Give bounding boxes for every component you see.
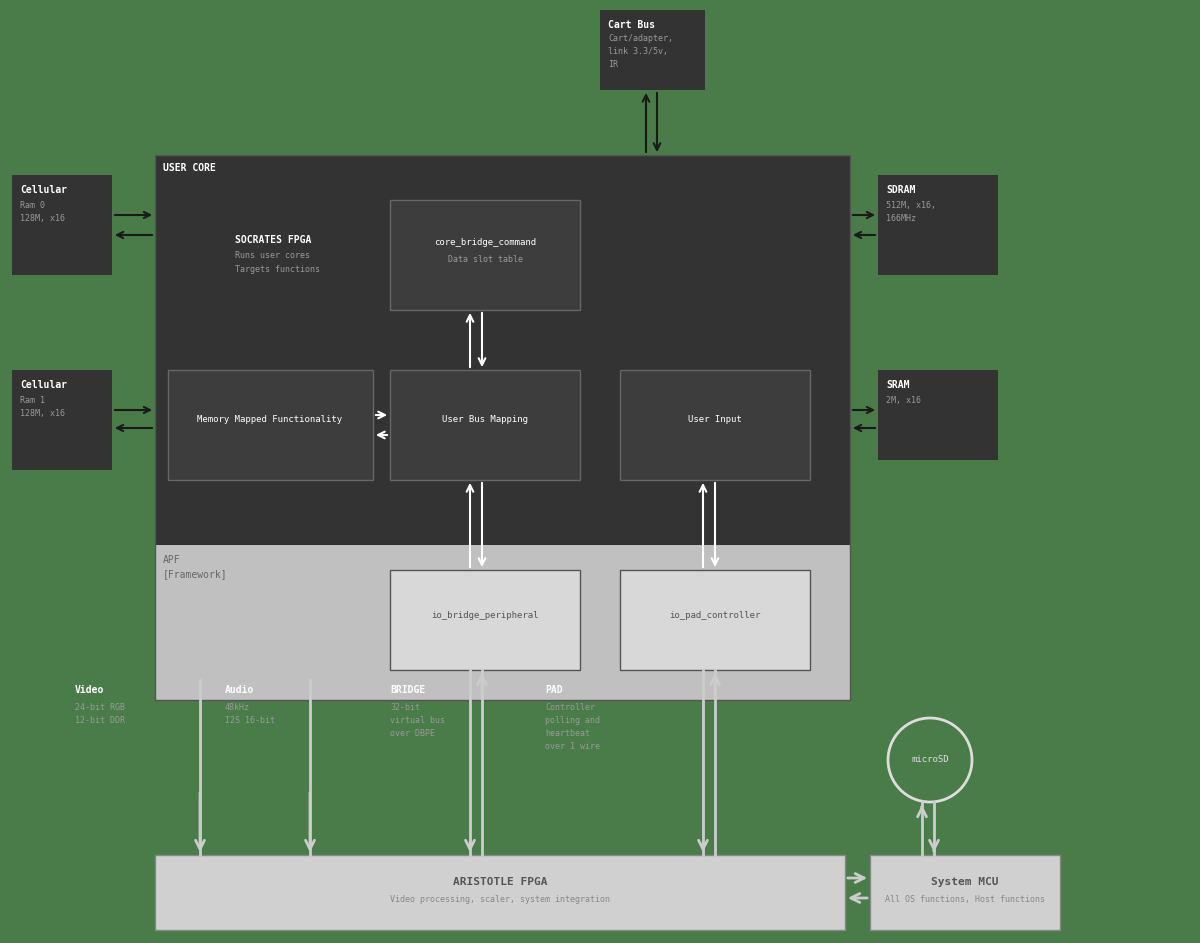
Text: Cellular: Cellular — [20, 185, 67, 195]
Text: Cart Bus: Cart Bus — [608, 20, 655, 30]
Bar — [155, 545, 850, 700]
Text: APF: APF — [163, 555, 181, 565]
Text: IR: IR — [608, 60, 618, 69]
Text: SDRAM: SDRAM — [886, 185, 916, 195]
Text: over DBPE: over DBPE — [390, 729, 436, 738]
Text: Ram 0: Ram 0 — [20, 201, 46, 210]
Text: 12-bit DDR: 12-bit DDR — [74, 716, 125, 725]
Bar — [155, 855, 845, 930]
Bar — [620, 570, 810, 670]
Bar — [12, 370, 112, 470]
Text: 128M, x16: 128M, x16 — [20, 214, 65, 223]
Bar — [600, 10, 706, 90]
Text: User Input: User Input — [688, 416, 742, 424]
Text: virtual bus: virtual bus — [390, 716, 445, 725]
Bar — [168, 370, 373, 480]
Text: core_bridge_command: core_bridge_command — [434, 238, 536, 247]
Bar — [12, 175, 112, 275]
Text: ARISTOTLE FPGA: ARISTOTLE FPGA — [452, 877, 547, 887]
Text: Cellular: Cellular — [20, 380, 67, 390]
Text: 2M, x16: 2M, x16 — [886, 396, 922, 405]
Text: All OS functions, Host functions: All OS functions, Host functions — [886, 895, 1045, 904]
Text: over 1 wire: over 1 wire — [545, 742, 600, 751]
Text: User Bus Mapping: User Bus Mapping — [442, 416, 528, 424]
Bar — [390, 370, 580, 480]
Text: Cart/adapter,: Cart/adapter, — [608, 34, 673, 43]
Text: link 3.3/5v,: link 3.3/5v, — [608, 47, 668, 56]
Text: PAD: PAD — [545, 685, 563, 695]
Text: io_bridge_peripheral: io_bridge_peripheral — [431, 610, 539, 620]
Bar — [870, 855, 1060, 930]
Text: Ram 1: Ram 1 — [20, 396, 46, 405]
Text: Memory Mapped Functionality: Memory Mapped Functionality — [198, 416, 342, 424]
Text: 32-bit: 32-bit — [390, 703, 420, 712]
Text: polling and: polling and — [545, 716, 600, 725]
Text: BRIDGE: BRIDGE — [390, 685, 425, 695]
Text: USER CORE: USER CORE — [163, 163, 216, 173]
Bar — [878, 175, 998, 275]
Text: Video: Video — [74, 685, 104, 695]
Text: System MCU: System MCU — [931, 877, 998, 887]
Text: Data slot table: Data slot table — [448, 255, 522, 264]
Text: 48kHz: 48kHz — [226, 703, 250, 712]
Text: [Framework]: [Framework] — [163, 569, 228, 579]
Text: 512M, x16,: 512M, x16, — [886, 201, 936, 210]
Bar — [155, 155, 850, 700]
Text: 166MHz: 166MHz — [886, 214, 916, 223]
Text: 24-bit RGB: 24-bit RGB — [74, 703, 125, 712]
Bar — [155, 155, 850, 545]
Text: microSD: microSD — [911, 755, 949, 765]
Bar — [390, 570, 580, 670]
Bar — [878, 370, 998, 460]
Bar — [620, 370, 810, 480]
Text: Controller: Controller — [545, 703, 595, 712]
Text: 128M, x16: 128M, x16 — [20, 409, 65, 418]
Text: Audio: Audio — [226, 685, 254, 695]
Text: Runs user cores: Runs user cores — [235, 251, 310, 260]
Text: SRAM: SRAM — [886, 380, 910, 390]
Text: heartbeat: heartbeat — [545, 729, 590, 738]
Text: Video processing, scaler, system integration: Video processing, scaler, system integra… — [390, 895, 610, 904]
Text: Targets functions: Targets functions — [235, 265, 320, 274]
Text: I2S 16-bit: I2S 16-bit — [226, 716, 275, 725]
Text: io_pad_controller: io_pad_controller — [670, 610, 761, 620]
Text: SOCRATES FPGA: SOCRATES FPGA — [235, 235, 311, 245]
Bar — [390, 200, 580, 310]
